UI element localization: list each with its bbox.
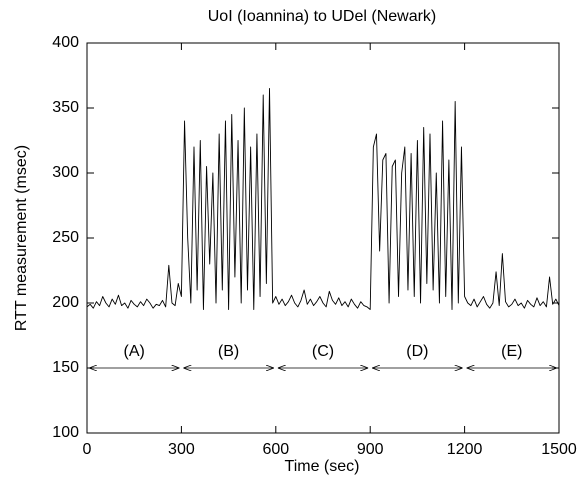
x-tick-label: 1500 — [541, 441, 577, 458]
y-axis-label: RTT measurement (msec) — [13, 145, 30, 331]
x-tick-label: 600 — [262, 441, 289, 458]
chart-title: UoI (Ioannina) to UDel (Newark) — [208, 8, 437, 25]
segment-label: (D) — [406, 343, 428, 360]
segment-label: (A) — [124, 343, 145, 360]
data-line — [86, 88, 560, 310]
y-tick-label: 300 — [52, 164, 79, 181]
segment-label: (C) — [312, 343, 334, 360]
y-tick-label: 400 — [52, 34, 79, 51]
x-tick-label: 0 — [83, 441, 92, 458]
y-tick-label: 350 — [52, 99, 79, 116]
y-tick-label: 100 — [52, 424, 79, 441]
x-axis-label: Time (sec) — [285, 458, 360, 475]
x-tick-label: 300 — [168, 441, 195, 458]
segment-label: (B) — [218, 343, 239, 360]
segment-label: (E) — [501, 343, 522, 360]
x-tick-label: 1200 — [447, 441, 483, 458]
y-tick-label: 250 — [52, 229, 79, 246]
y-tick-label: 150 — [52, 359, 79, 376]
y-tick-label: 200 — [52, 294, 79, 311]
x-tick-label: 900 — [357, 441, 384, 458]
